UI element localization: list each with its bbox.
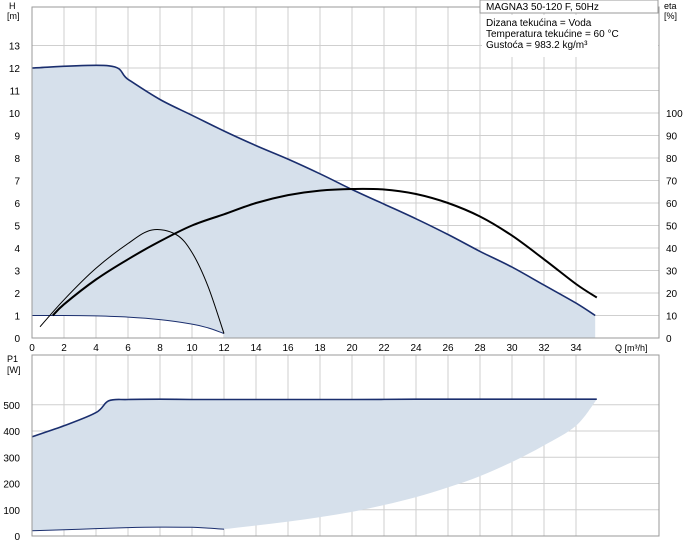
y2-tick-label: 50 [666, 222, 678, 233]
max-power-curve [31, 398, 597, 438]
x-tick-label: 28 [474, 343, 486, 354]
head-panel-curves [31, 0, 660, 339]
y-tick-label: 6 [14, 199, 20, 210]
y-tick-label: 2 [14, 289, 20, 300]
info-line: Dizana tekućina = Voda [486, 18, 592, 29]
info-line: Gustoća = 983.2 kg/m³ [486, 40, 588, 51]
p-axis-unit: [W] [7, 365, 21, 375]
y2-axis-label: eta [664, 1, 677, 11]
x-tick-label: 8 [157, 343, 163, 354]
efficiency-max-curve [52, 187, 598, 317]
y2-tick-label: 100 [666, 109, 683, 120]
x-tick-label: 26 [442, 343, 454, 354]
x-tick-label: 22 [378, 343, 390, 354]
y2-tick-label: 70 [666, 177, 678, 188]
y-tick-label: 3 [14, 267, 20, 278]
y-axis-label: H [9, 1, 16, 11]
x-tick-label: 16 [282, 343, 294, 354]
min-head-curve [31, 314, 225, 334]
y-tick-label: 5 [14, 222, 20, 233]
min-power-curve [31, 526, 225, 532]
p-tick-label: 100 [3, 506, 20, 517]
x-tick-label: 10 [186, 343, 198, 354]
title-box [479, 0, 659, 14]
x-tick-label: 18 [314, 343, 326, 354]
p-axis-label: P1 [7, 354, 18, 364]
info-line: Temperatura tekućine = 60 °C [486, 29, 619, 40]
y-tick-label: 7 [14, 177, 20, 188]
power-panel-area [32, 399, 597, 531]
info-box [482, 15, 658, 57]
y2-tick-label: 10 [666, 312, 678, 323]
x-tick-label: 34 [570, 343, 582, 354]
p-tick-label: 500 [3, 401, 20, 412]
x-axis-label: Q [m³/h] [615, 343, 648, 353]
y-axis-unit: [m] [7, 11, 20, 21]
y2-tick-label: 40 [666, 244, 678, 255]
y2-tick-label: 0 [666, 334, 672, 345]
max-head-curve [31, 64, 596, 317]
x-tick-label: 24 [410, 343, 422, 354]
y-tick-label: 11 [10, 87, 21, 98]
y-tick-label: 4 [14, 244, 20, 255]
y-tick-label: 13 [9, 42, 21, 53]
x-tick-label: 14 [250, 343, 262, 354]
y-tick-label: 9 [14, 132, 20, 143]
power-panel-frame [31, 354, 660, 537]
head-panel-frame [31, 6, 660, 339]
x-tick-label: 32 [538, 343, 550, 354]
power-panel-curves [31, 354, 660, 537]
y-tick-label: 8 [14, 154, 20, 165]
head-panel-area [32, 65, 596, 339]
y2-tick-label: 30 [666, 267, 678, 278]
x-tick-label: 4 [93, 343, 99, 354]
x-tick-label: 12 [218, 343, 230, 354]
p-tick-label: 200 [3, 480, 20, 491]
y2-axis-unit: [%] [664, 11, 677, 21]
y-tick-label: 0 [14, 334, 20, 345]
y-tick-label: 12 [9, 64, 21, 75]
power-area [32, 399, 597, 531]
y2-tick-label: 60 [666, 199, 678, 210]
efficiency-min-curve [39, 229, 225, 334]
y-tick-label: 1 [14, 312, 20, 323]
x-tick-label: 6 [125, 343, 131, 354]
p-tick-label: 0 [14, 532, 20, 542]
y2-tick-label: 90 [666, 132, 678, 143]
y2-tick-label: 80 [666, 154, 678, 165]
axis-labels: MAGNA3 50-120 F, 50Hz Dizana tekućina = V… [3, 1, 683, 542]
operating-area [32, 65, 596, 339]
y2-tick-label: 20 [666, 289, 678, 300]
p-tick-label: 300 [3, 453, 20, 464]
x-tick-label: 20 [346, 343, 358, 354]
x-tick-label: 30 [506, 343, 518, 354]
x-tick-label: 2 [61, 343, 67, 354]
p-tick-label: 400 [3, 427, 20, 438]
y-tick-label: 10 [9, 109, 21, 120]
x-tick-label: 0 [29, 343, 35, 354]
chart-title: MAGNA3 50-120 F, 50Hz [486, 2, 599, 13]
